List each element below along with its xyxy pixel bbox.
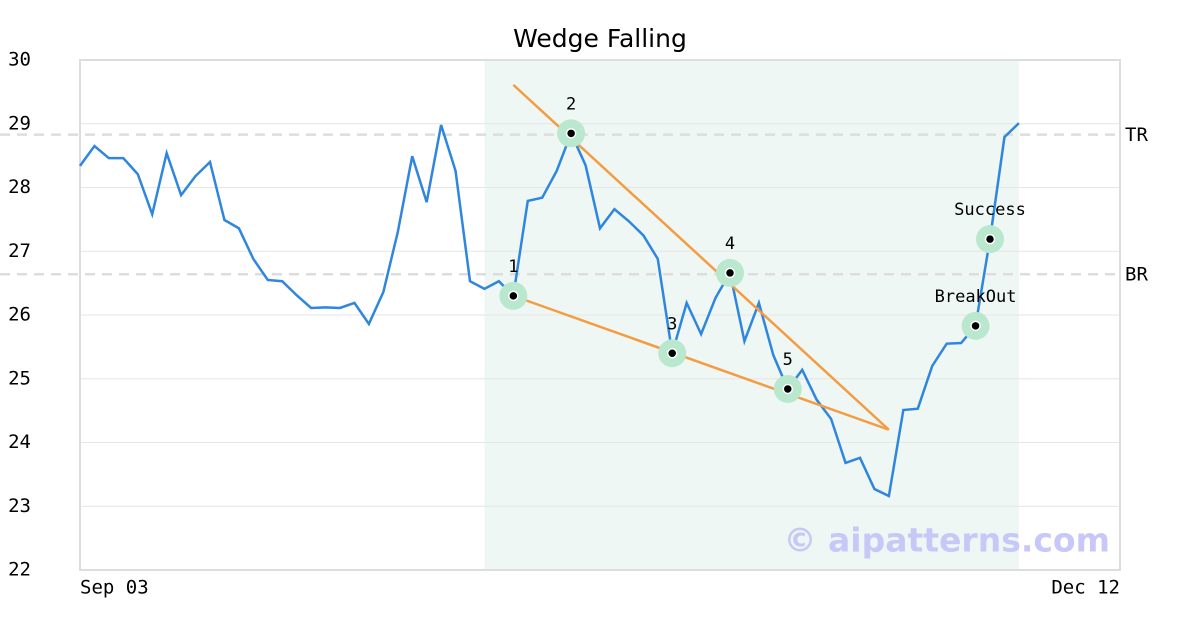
- y-tick-label: 25: [8, 367, 31, 389]
- y-tick-label: 29: [8, 112, 31, 134]
- point-dot: [782, 383, 794, 395]
- point-label: Success: [954, 200, 1026, 220]
- point-label: 2: [566, 94, 576, 114]
- y-tick-label: 23: [8, 495, 31, 517]
- y-tick-label: 27: [8, 240, 31, 262]
- point-dot: [724, 267, 736, 279]
- price-line: [78, 122, 1020, 498]
- point-dot: [970, 320, 981, 332]
- point-dot: [984, 233, 996, 245]
- x-tick-label: Sep 03: [80, 577, 149, 599]
- plot-frame: [79, 59, 1121, 571]
- y-tick-label: 22: [8, 559, 31, 581]
- point-label: BreakOut: [935, 287, 1017, 307]
- point-label: 4: [725, 234, 735, 254]
- wedge-line: [512, 294, 890, 431]
- point-dot: [565, 128, 577, 139]
- point-label: 3: [667, 314, 677, 334]
- point-dot: [666, 348, 678, 359]
- point-label: 5: [783, 350, 793, 370]
- x-tick-label: Dec 12: [1051, 577, 1120, 599]
- level-label: BR: [1125, 264, 1148, 286]
- y-tick-label: 30: [8, 49, 31, 71]
- y-tick-label: 28: [8, 176, 31, 198]
- y-tick-label: 26: [8, 304, 31, 326]
- y-tick-label: 24: [8, 431, 31, 453]
- point-label: 1: [508, 257, 518, 277]
- watermark: © aipatterns.com: [784, 521, 1110, 560]
- chart-title: Wedge Falling: [513, 24, 687, 53]
- level-label: TR: [1125, 124, 1148, 146]
- point-dot: [508, 290, 519, 302]
